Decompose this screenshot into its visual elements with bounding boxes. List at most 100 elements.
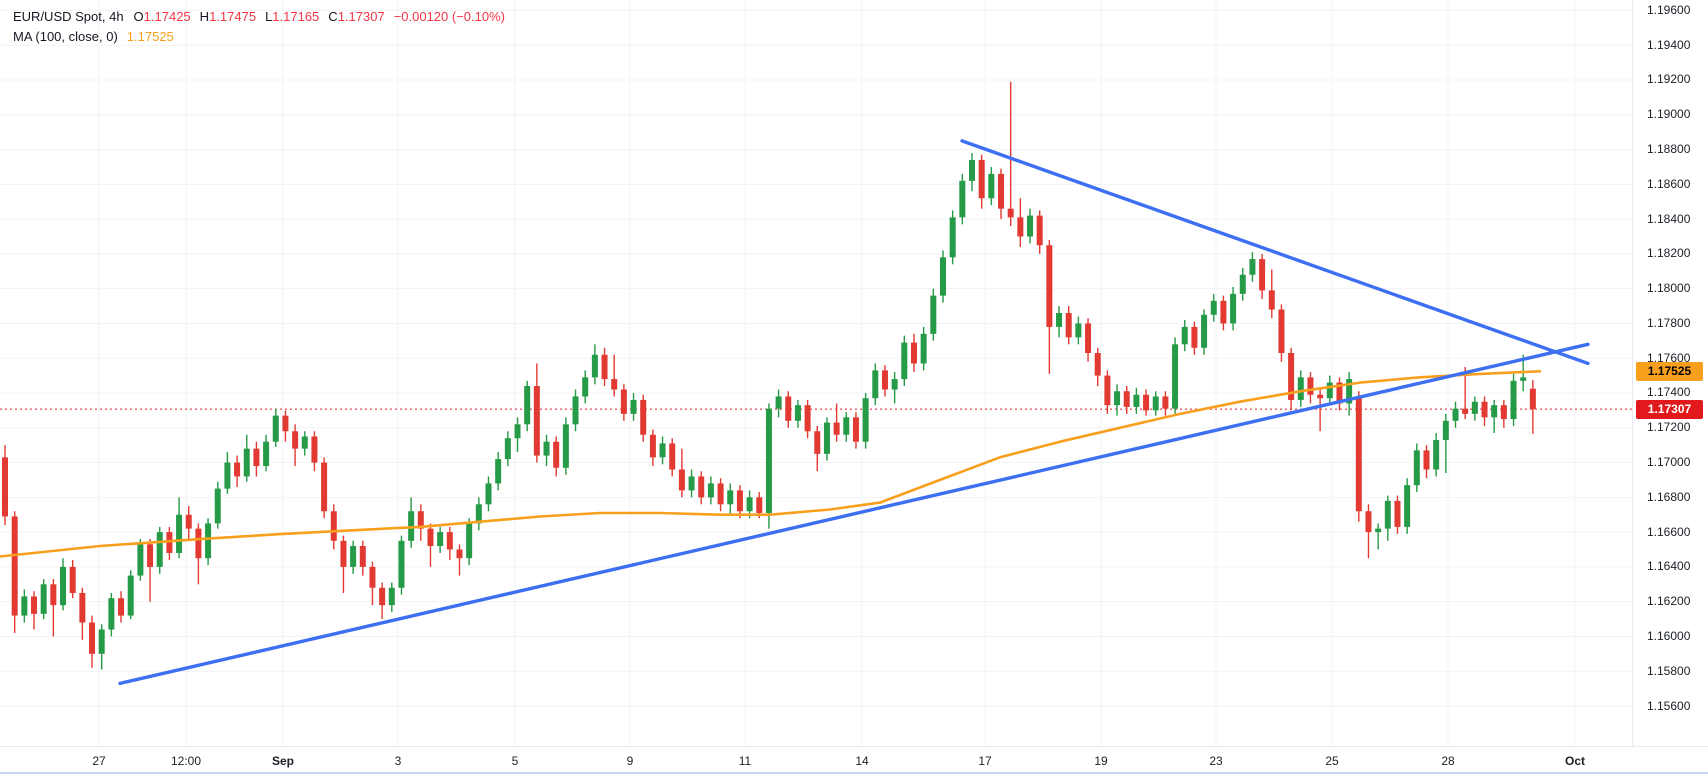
candle-down[interactable] bbox=[1162, 396, 1169, 409]
candle-down[interactable] bbox=[282, 415, 289, 432]
candle-down[interactable] bbox=[785, 396, 792, 421]
candle-down[interactable] bbox=[833, 422, 840, 435]
candle-up[interactable] bbox=[1491, 405, 1498, 418]
candle-up[interactable] bbox=[862, 398, 869, 442]
candle-down[interactable] bbox=[553, 441, 560, 468]
candle-down[interactable] bbox=[1288, 353, 1295, 400]
candle-down[interactable] bbox=[292, 431, 299, 449]
candle-up[interactable] bbox=[959, 180, 966, 218]
legend-symbol-row[interactable]: EUR/USD Spot, 4h O1.17425 H1.17475 L1.17… bbox=[13, 6, 505, 26]
candle-up[interactable] bbox=[1056, 313, 1063, 327]
candle-up[interactable] bbox=[901, 342, 908, 380]
candle-up[interactable] bbox=[205, 523, 212, 559]
candle-down[interactable] bbox=[2, 457, 8, 517]
candle-up[interactable] bbox=[514, 424, 521, 439]
candle-up[interactable] bbox=[1239, 274, 1246, 294]
candle-down[interactable] bbox=[649, 434, 656, 458]
falling-resistance-line[interactable] bbox=[960, 139, 1590, 366]
candle-down[interactable] bbox=[717, 483, 724, 505]
candle-down[interactable] bbox=[417, 511, 424, 529]
candle-down[interactable] bbox=[1365, 511, 1372, 533]
candle-up[interactable] bbox=[475, 504, 482, 524]
candle-up[interactable] bbox=[707, 483, 714, 498]
candle-down[interactable] bbox=[1481, 401, 1488, 418]
candle-up[interactable] bbox=[60, 566, 67, 606]
candle-up[interactable] bbox=[1249, 259, 1256, 275]
candle-up[interactable] bbox=[823, 422, 830, 454]
candle-up[interactable] bbox=[582, 377, 589, 397]
candle-up[interactable] bbox=[969, 159, 975, 181]
candle-down[interactable] bbox=[1462, 408, 1469, 414]
candle-down[interactable] bbox=[533, 386, 540, 456]
candle-down[interactable] bbox=[234, 462, 241, 477]
candle-up[interactable] bbox=[495, 459, 502, 484]
candle-up[interactable] bbox=[1384, 500, 1391, 529]
candle-down[interactable] bbox=[359, 546, 366, 567]
candle-down[interactable] bbox=[1007, 208, 1014, 218]
candle-down[interactable] bbox=[1317, 394, 1324, 399]
candle-down[interactable] bbox=[1123, 391, 1130, 407]
candle-down[interactable] bbox=[1336, 382, 1343, 404]
ma100-line[interactable] bbox=[0, 370, 1542, 558]
candle-up[interactable] bbox=[1210, 300, 1217, 315]
candle-up[interactable] bbox=[765, 408, 772, 513]
candle-up[interactable] bbox=[1027, 215, 1034, 237]
candle-down[interactable] bbox=[736, 490, 743, 512]
candle-down[interactable] bbox=[678, 469, 685, 491]
candle-down[interactable] bbox=[1191, 326, 1198, 348]
candle-up[interactable] bbox=[630, 399, 637, 414]
candle-up[interactable] bbox=[872, 370, 879, 399]
candle-up[interactable] bbox=[524, 386, 531, 425]
candle-down[interactable] bbox=[253, 448, 260, 467]
candle-up[interactable] bbox=[243, 448, 250, 477]
candle-up[interactable] bbox=[272, 415, 279, 442]
candle-up[interactable] bbox=[543, 441, 550, 456]
candle-up[interactable] bbox=[1471, 401, 1478, 414]
candle-up[interactable] bbox=[930, 295, 937, 334]
candle-down[interactable] bbox=[1307, 377, 1314, 395]
candle-down[interactable] bbox=[601, 354, 608, 380]
candle-up[interactable] bbox=[398, 540, 405, 588]
candle-up[interactable] bbox=[40, 584, 47, 614]
candle-up[interactable] bbox=[214, 488, 221, 524]
candle-up[interactable] bbox=[108, 598, 115, 630]
candle-up[interactable] bbox=[408, 511, 415, 541]
candle-down[interactable] bbox=[330, 511, 337, 541]
candle-down[interactable] bbox=[756, 497, 763, 513]
candle-down[interactable] bbox=[881, 370, 888, 390]
candle-up[interactable] bbox=[746, 497, 753, 512]
candle-up[interactable] bbox=[437, 532, 444, 547]
candle-down[interactable] bbox=[446, 532, 453, 550]
candle-up[interactable] bbox=[176, 514, 183, 553]
candle-up[interactable] bbox=[775, 396, 782, 409]
candle-up[interactable] bbox=[843, 417, 850, 435]
legend-ma-row[interactable]: MA (100, close, 0) 1.17525 bbox=[13, 26, 505, 46]
candle-up[interactable] bbox=[920, 333, 927, 364]
candle-down[interactable] bbox=[31, 596, 38, 614]
candle-up[interactable] bbox=[137, 544, 144, 576]
candle-up[interactable] bbox=[21, 596, 28, 616]
candle-down[interactable] bbox=[1394, 500, 1401, 527]
candle-down[interactable] bbox=[669, 443, 676, 470]
candle-down[interactable] bbox=[1529, 388, 1536, 410]
candle-up[interactable] bbox=[127, 575, 134, 616]
candle-down[interactable] bbox=[379, 587, 386, 606]
candle-up[interactable] bbox=[1133, 394, 1140, 407]
candle-down[interactable] bbox=[978, 159, 985, 199]
candle-down[interactable] bbox=[804, 405, 811, 432]
candle-up[interactable] bbox=[1404, 485, 1411, 527]
candle-down[interactable] bbox=[311, 436, 318, 463]
candle-down[interactable] bbox=[910, 342, 917, 364]
candle-up[interactable] bbox=[1520, 377, 1527, 381]
candle-down[interactable] bbox=[195, 528, 202, 559]
candle-down[interactable] bbox=[321, 462, 328, 512]
candle-up[interactable] bbox=[1452, 408, 1459, 421]
candle-down[interactable] bbox=[1500, 405, 1507, 420]
candle-up[interactable] bbox=[572, 396, 579, 425]
candle-up[interactable] bbox=[350, 546, 357, 567]
candle-down[interactable] bbox=[698, 476, 705, 498]
candle-down[interactable] bbox=[1036, 215, 1043, 246]
candle-down[interactable] bbox=[1104, 375, 1111, 406]
candle-up[interactable] bbox=[688, 476, 695, 491]
